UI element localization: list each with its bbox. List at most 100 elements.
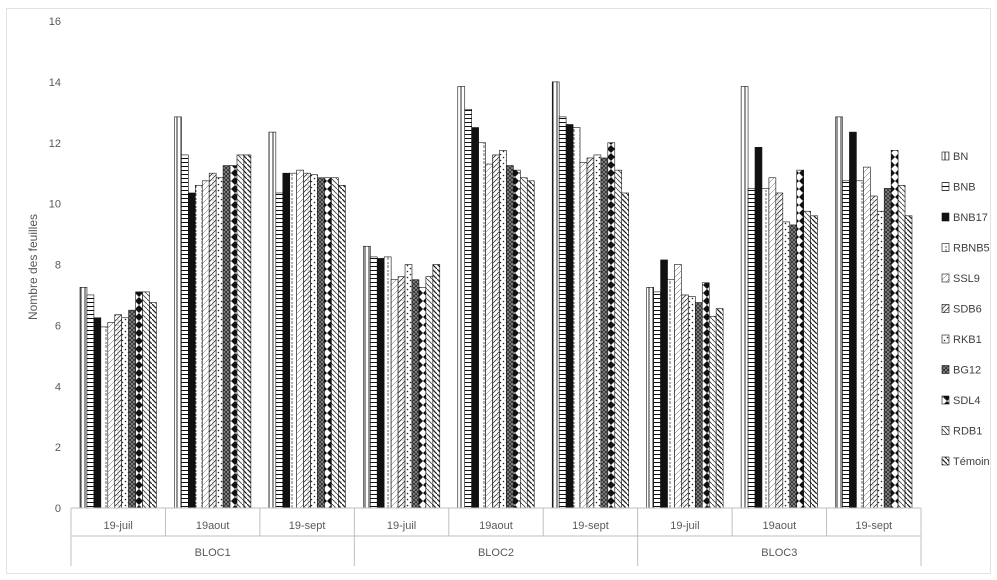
bar-sdl4-9	[890, 150, 899, 509]
bar-bn-2	[174, 116, 182, 509]
bar-sdb6-5	[492, 154, 500, 509]
bar-bnb17-8	[754, 147, 763, 509]
legend-swatch	[941, 456, 950, 466]
y-tick-label: 14	[49, 77, 61, 89]
bar-sdl4-6	[607, 142, 616, 509]
y-tick-label: 4	[55, 381, 61, 393]
bar-sdb6-7	[681, 294, 689, 509]
bar-ssl9-2	[201, 180, 210, 509]
legend-swatch	[941, 426, 950, 435]
legend-swatch	[941, 243, 950, 252]
bar-tmoin-4	[432, 264, 441, 509]
bar-bg12-6	[600, 157, 609, 509]
bar-bnb-9	[842, 180, 850, 509]
bar-tmoin-7	[715, 308, 724, 509]
bar-rbnb5-9	[856, 180, 864, 509]
bar-bnb-6	[558, 116, 567, 509]
bar-bnb-7	[653, 291, 661, 509]
bar-chart: Nombre des feuilles 0 2 4 6 8 10 12 14 16 19-jui…	[26, 16, 990, 566]
legend-swatch	[941, 273, 950, 283]
bar-bn-4	[363, 245, 371, 509]
legend-swatch	[941, 334, 950, 344]
bar-rdb1-5	[520, 177, 528, 509]
legend-label: SDB6	[953, 304, 982, 316]
bar-rdb1-4	[425, 276, 434, 509]
bar-bn-7	[646, 287, 654, 509]
bar-bnb-1	[86, 294, 95, 509]
bar-rbnb5-1	[100, 326, 109, 509]
legend-swatch	[941, 304, 950, 313]
bar-tmoin-6	[621, 192, 629, 509]
bar-bg12-7	[695, 302, 703, 509]
bar-bnb17-9	[849, 131, 857, 509]
bar-rdb1-2	[236, 154, 245, 509]
bar-rbnb5-5	[478, 142, 486, 509]
legend-label: RBNB5	[953, 243, 990, 255]
legend-label: BNB	[953, 182, 976, 194]
bar-bg12-1	[128, 309, 136, 509]
bar-bg12-5	[506, 165, 514, 509]
bar-bnb17-1	[93, 317, 102, 509]
bar-sdb6-3	[303, 172, 311, 509]
bar-rkb1-8	[782, 221, 791, 509]
bar-ssl9-7	[674, 264, 682, 509]
bar-tmoin-1	[149, 302, 157, 509]
bar-rbnb5-6	[572, 127, 581, 509]
bar-rkb1-6	[593, 154, 602, 509]
legend-label: BNB17	[953, 212, 988, 224]
legend: BN BNB BNB17 RBNB5 SSL9 SDB6 RKB1 BG12 SDL4 RDB1 T…	[941, 151, 990, 468]
x-axis: 19-juil 19aout 19-sept 19-juil 19aout 19-sept…	[70, 507, 922, 566]
bar-bg12-9	[883, 188, 892, 509]
bar-tmoin-8	[810, 215, 818, 509]
bar-bg12-3	[317, 177, 325, 509]
bar-sdb6-8	[775, 192, 784, 509]
bar-bnb-2	[181, 154, 189, 509]
bar-sdl4-3	[324, 177, 332, 509]
bar-bnb17-4	[376, 258, 385, 509]
bar-rbnb5-2	[194, 185, 203, 509]
bar-ssl9-1	[107, 322, 116, 509]
bar-rdb1-3	[331, 177, 339, 509]
bar-bn-5	[457, 86, 466, 509]
bar-tmoin-5	[526, 180, 535, 509]
x-tick-label: 19-juil	[387, 520, 416, 532]
bar-bn-8	[740, 86, 749, 509]
bar-sdl4-5	[513, 169, 521, 509]
bar-rkb1-4	[404, 264, 413, 509]
bar-ssl9-6	[579, 162, 588, 509]
bar-ssl9-3	[296, 169, 304, 509]
bar-rdb1-9	[897, 185, 906, 509]
bar-rkb1-9	[876, 210, 885, 509]
bar-bnb-8	[747, 188, 756, 509]
legend-swatch	[941, 395, 950, 405]
legend-label: SDL4	[953, 395, 981, 407]
group-label: BLOC3	[761, 547, 797, 559]
x-tick-label: 19-sept	[572, 520, 609, 532]
y-tick-label: 10	[49, 199, 61, 211]
bar-ssl9-5	[485, 163, 493, 509]
bars	[79, 81, 913, 509]
bar-bn-1	[79, 287, 88, 509]
bar-bnb17-6	[565, 124, 574, 509]
legend-label: BN	[953, 151, 968, 163]
bar-rdb1-8	[803, 210, 811, 509]
bar-rkb1-3	[310, 174, 318, 509]
bar-tmoin-9	[904, 215, 913, 509]
legend-label: RKB1	[953, 334, 982, 346]
bar-bg12-4	[411, 279, 420, 509]
bar-sdb6-6	[586, 157, 595, 509]
bar-rbnb5-7	[667, 279, 675, 509]
bar-rkb1-7	[688, 296, 696, 509]
y-tick-label: 2	[55, 442, 61, 454]
x-tick-label: 19aout	[196, 520, 230, 532]
bar-tmoin-2	[243, 154, 252, 509]
bar-bg12-8	[789, 224, 798, 509]
legend-label: SSL9	[953, 273, 980, 285]
bar-ssl9-4	[390, 279, 399, 509]
bar-bnb17-3	[282, 172, 291, 509]
bar-rdb1-1	[142, 291, 150, 509]
y-tick-label: 6	[55, 320, 61, 332]
bar-ssl9-8	[768, 177, 777, 509]
legend-label: BG12	[953, 365, 981, 377]
x-tick-label: 19aout	[763, 520, 797, 532]
